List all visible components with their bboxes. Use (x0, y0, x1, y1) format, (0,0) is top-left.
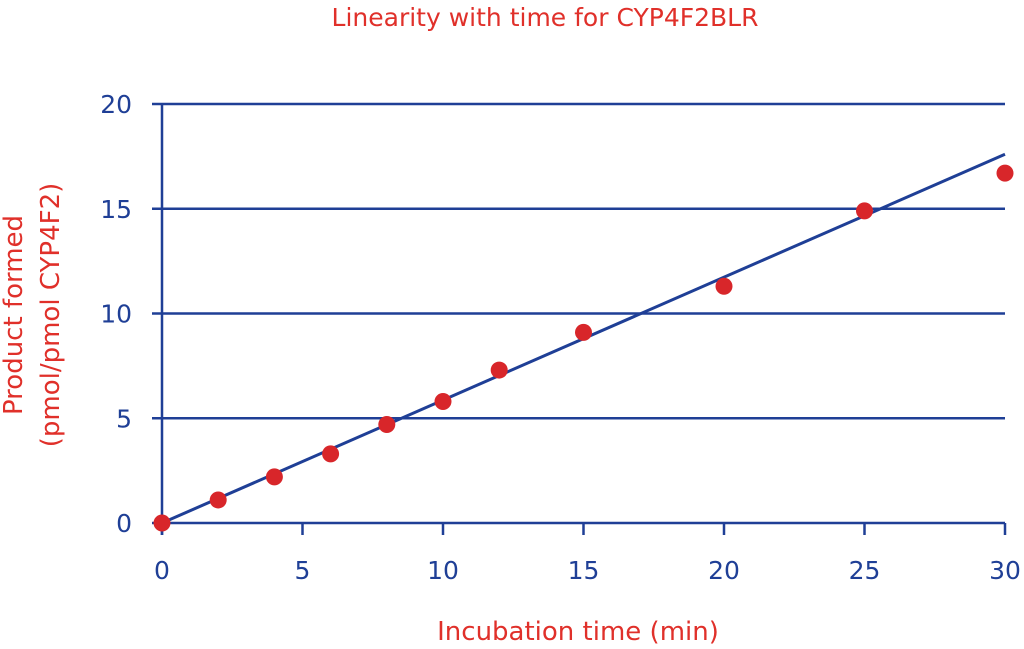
data-point-0 (153, 514, 171, 532)
y-tick-label-10: 10 (100, 300, 132, 329)
y-tick-label-20: 20 (100, 90, 132, 119)
y-tick-label-15: 15 (100, 195, 132, 224)
data-point-1 (209, 491, 227, 509)
x-tick-label-15: 15 (568, 556, 600, 585)
data-point-9 (856, 202, 873, 220)
x-tick-label-0: 0 (154, 556, 170, 585)
x-tick-label-20: 20 (708, 556, 740, 585)
y-tick-label-0: 0 (116, 509, 132, 538)
x-tick-labels: 0 5 10 15 20 25 30 (154, 556, 1021, 585)
x-axis-label: Incubation time (min) (437, 617, 719, 647)
data-point-5 (434, 392, 452, 410)
chart-title: Linearity with time for CYP4F2BLR (332, 3, 759, 32)
data-points (153, 164, 1014, 532)
data-point-2 (265, 468, 283, 486)
data-point-8 (715, 277, 733, 295)
data-point-3 (322, 445, 340, 463)
x-tick-label-30: 30 (989, 556, 1021, 585)
data-point-6 (490, 361, 508, 379)
data-point-4 (378, 416, 396, 434)
grid (162, 102, 1005, 420)
y-axis-label-line-1: Product formed (0, 215, 29, 415)
data-point-7 (575, 323, 592, 341)
x-tick-label-25: 25 (849, 556, 881, 585)
data-point-10 (996, 164, 1014, 182)
y-tick-labels: 0 5 10 15 20 (100, 90, 132, 538)
y-tick-label-5: 5 (116, 404, 132, 433)
y-axis-label-line-2: (pmol/pmol CYP4F2) (36, 183, 66, 448)
x-tick-label-5: 5 (295, 556, 311, 585)
x-tick-label-10: 10 (427, 556, 459, 585)
